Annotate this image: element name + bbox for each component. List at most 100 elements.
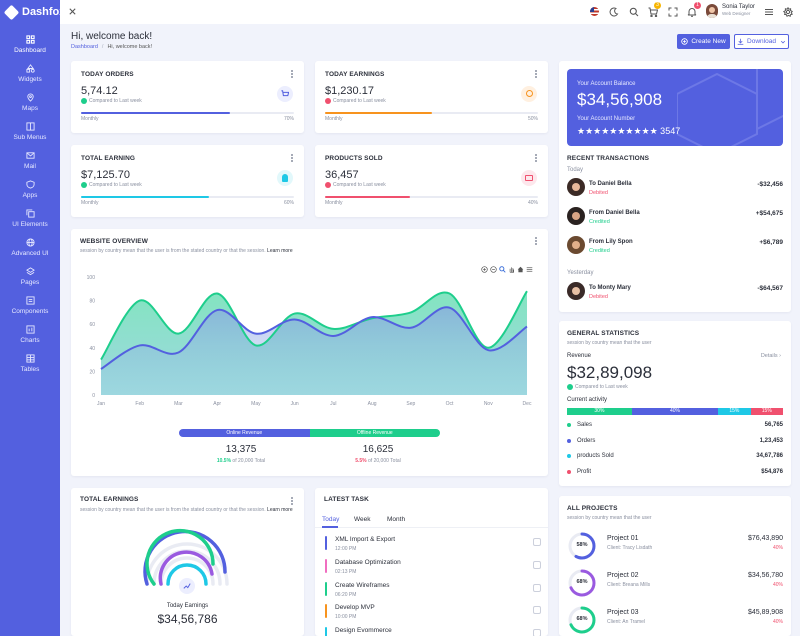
task-checkbox[interactable] <box>533 561 541 569</box>
revenue-compare: Compared to Last week <box>567 384 628 390</box>
globe-icon <box>25 238 35 247</box>
online-revenue-value: 13,375 <box>225 444 257 455</box>
tab-month[interactable]: Month <box>387 516 406 523</box>
cart-icon[interactable] <box>648 7 658 17</box>
home-reset-icon[interactable] <box>517 266 524 273</box>
activity-segment: 40% <box>631 408 719 415</box>
stat-row-profit: Profit $54,876 <box>567 467 783 477</box>
sidebar-item-pages[interactable]: Pages <box>0 267 60 286</box>
sidebar-item-advanced-ui[interactable]: Advanced UI <box>0 238 60 257</box>
transaction-amount: +$54,675 <box>755 210 783 217</box>
radial-arcs-chart <box>143 528 229 586</box>
offline-revenue-value: 16,625 <box>362 444 394 455</box>
sidebar-item-widgets[interactable]: Widgets <box>0 64 60 83</box>
legend-dot <box>567 470 571 474</box>
brand-logo[interactable]: Dashfox <box>3 4 65 20</box>
more-options-icon[interactable] <box>291 70 293 78</box>
bell-icon[interactable] <box>687 7 697 17</box>
project-progress-ring <box>568 569 596 597</box>
sidebar-item-maps[interactable]: Maps <box>0 93 60 112</box>
pan-hand-icon[interactable] <box>508 266 515 273</box>
offline-revenue-bar: Offline Revenue <box>309 429 440 437</box>
more-options-icon[interactable] <box>535 154 537 162</box>
logo-icon <box>3 4 20 20</box>
breadcrumb-home[interactable]: Dashboard <box>71 44 98 50</box>
activity-label: Current activity <box>567 397 608 403</box>
create-new-button[interactable]: Create New <box>677 34 730 49</box>
learn-more-link[interactable]: Learn more <box>267 248 293 254</box>
account-balance-panel: Your Account Balance $34,56,908 Your Acc… <box>567 69 783 146</box>
more-options-icon[interactable] <box>291 154 293 162</box>
y-tick-label: 60 <box>89 322 95 328</box>
task-item[interactable]: Develop MVP 10:00 PM <box>325 602 541 624</box>
transaction-row[interactable]: From Lily Spon Credited +$6,789 <box>567 236 783 262</box>
tab-today[interactable]: Today <box>322 516 340 523</box>
task-checkbox[interactable] <box>533 584 541 592</box>
download-button[interactable]: Download <box>734 34 789 49</box>
tab-week[interactable]: Week <box>354 516 371 523</box>
menu-icon[interactable] <box>764 7 774 17</box>
user-avatar[interactable] <box>706 4 718 18</box>
sidebar-item-ui-elements[interactable]: UI Elements <box>0 209 60 228</box>
stat-card-products-sold: PRODUCTS SOLD 36,457 Compared to Last we… <box>315 145 548 217</box>
more-options-icon[interactable] <box>291 497 293 505</box>
sidebar-item-mail[interactable]: Mail <box>0 151 60 170</box>
project-row[interactable]: 58% Project 01 Client: Tracy Lisdath $76… <box>567 531 783 567</box>
task-item[interactable]: Database Optimization 02:13 PM <box>325 557 541 579</box>
more-options-icon[interactable] <box>535 237 537 245</box>
stat-period: Monthly <box>81 116 99 122</box>
zoom-in-icon[interactable] <box>481 266 488 273</box>
zoom-out-icon[interactable] <box>490 266 497 273</box>
more-options-icon[interactable] <box>535 70 537 78</box>
user-name[interactable]: Sonia Taylor <box>722 4 755 10</box>
projects-title: ALL PROJECTS <box>567 505 618 512</box>
project-row[interactable]: 68% Project 02 Client: Breana Mills $34,… <box>567 568 783 604</box>
chart-icon <box>25 325 35 334</box>
breadcrumb: Dashboard / Hi, welcome back! <box>71 44 153 50</box>
task-checkbox[interactable] <box>533 538 541 546</box>
sidebar-item-components[interactable]: Components <box>0 296 60 315</box>
sidebar-item-label: Components <box>11 308 49 315</box>
task-checkbox[interactable] <box>533 629 541 636</box>
magnifier-icon[interactable] <box>499 266 506 273</box>
maximize-icon[interactable] <box>668 7 678 17</box>
search-icon[interactable] <box>629 7 639 17</box>
online-revenue-detail: 10.5% of 20,000 Total <box>216 458 266 464</box>
project-amount: $76,43,890 <box>747 535 783 542</box>
details-link[interactable]: Details › <box>760 353 781 359</box>
website-overview-card: WEBSITE OVERVIEW session by country mean… <box>71 229 548 476</box>
columns-icon <box>25 122 35 131</box>
today-earnings-value: $34,56,786 <box>157 612 218 626</box>
transaction-amount: +$6,789 <box>759 239 783 246</box>
sidebar-item-label: Tables <box>20 366 40 373</box>
close-icon[interactable] <box>68 7 77 16</box>
box-icon <box>525 175 533 181</box>
task-item[interactable]: Create Wireframes 06:20 PM <box>325 580 541 602</box>
task-checkbox[interactable] <box>533 606 541 614</box>
gear-icon[interactable] <box>783 7 793 17</box>
sidebar-item-tables[interactable]: Tables <box>0 354 60 373</box>
project-percent: 68% <box>576 616 588 622</box>
project-row[interactable]: 68% Project 03 Client: An Tramel $45,89,… <box>567 605 783 636</box>
us-flag-icon[interactable] <box>590 7 599 16</box>
stat-percent: 50% <box>527 116 538 122</box>
trend-up-icon <box>81 98 87 104</box>
stat-period: Monthly <box>81 200 99 206</box>
chart-menu-icon[interactable] <box>526 266 533 273</box>
sidebar-item-sub-menus[interactable]: Sub Menus <box>0 122 60 141</box>
x-tick-label: Jan <box>97 401 105 407</box>
transaction-row[interactable]: To Daniel Bella Debited -$32,456 <box>567 178 783 204</box>
sidebar-item-apps[interactable]: Apps <box>0 180 60 199</box>
task-item[interactable]: Design Evommerce <box>325 625 541 636</box>
transaction-row[interactable]: From Daniel Bella Credited +$54,675 <box>567 207 783 233</box>
learn-more-link[interactable]: Learn more <box>267 507 293 513</box>
transaction-row[interactable]: To Monty Mary Debited -$64,567 <box>567 282 783 308</box>
sidebar-item-charts[interactable]: Charts <box>0 325 60 344</box>
task-item[interactable]: XML Import & Export 12:00 PM <box>325 534 541 556</box>
moon-icon[interactable] <box>609 7 619 17</box>
sidebar-item-dashboard[interactable]: Dashboard <box>0 35 60 54</box>
stat-value: $7,125.70 <box>81 169 130 181</box>
balance-label: Your Account Balance <box>577 81 636 87</box>
trend-down-icon <box>325 182 331 188</box>
